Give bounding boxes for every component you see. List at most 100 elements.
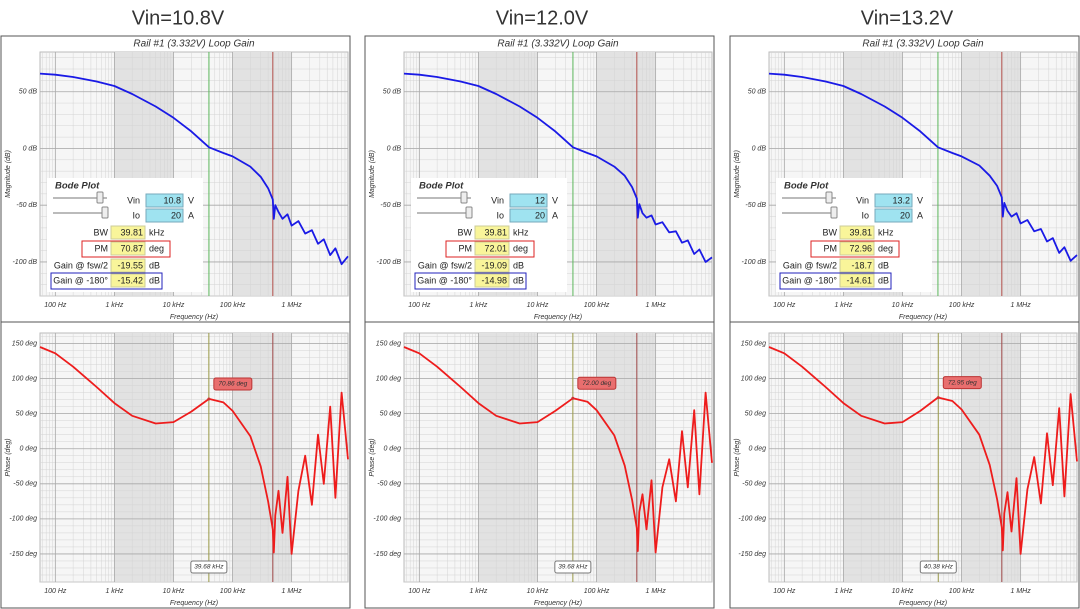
x-tick-label: 10 kHz: [163, 302, 185, 309]
result-label: BW: [94, 227, 109, 237]
x-tick-label: 100 Hz: [44, 302, 67, 309]
result-box: [839, 258, 875, 273]
input-box[interactable]: [874, 193, 913, 208]
chart-title: Rail #1 (3.332V) Loop Gain: [862, 39, 984, 50]
x-tick-label: 1 MHz: [1011, 588, 1032, 595]
curve: [403, 72, 713, 263]
decade-band: [843, 333, 903, 582]
y-tick-label: -50 deg: [13, 481, 37, 488]
y-tick-label: 100 deg: [12, 375, 37, 382]
decade-band: [961, 333, 1021, 582]
slider-knob[interactable]: [830, 206, 838, 219]
y-tick-label: -50 deg: [377, 481, 401, 488]
y-tick-label: -50 dB: [16, 202, 37, 209]
plot-area: [768, 332, 1078, 583]
highlight-box: [810, 240, 900, 258]
result-label: PM: [824, 243, 838, 253]
peak-label: 72.00 deg: [582, 380, 611, 387]
result-unit: dB: [513, 260, 524, 270]
curve: [39, 72, 349, 266]
input-box[interactable]: [874, 208, 913, 223]
result-value: -19.55: [117, 260, 143, 270]
slider-knob[interactable]: [460, 191, 468, 204]
result-label: PM: [95, 243, 109, 253]
column-heading: Vin=12.0V: [496, 7, 589, 29]
plot-area: [39, 332, 349, 583]
y-tick-label: 0 dB: [23, 145, 38, 152]
slider-knob[interactable]: [101, 206, 109, 219]
result-unit: kHz: [513, 227, 529, 237]
curve: [768, 72, 1078, 262]
y-axis-title: Magnitude (dB): [734, 150, 741, 198]
result-box: [839, 241, 875, 256]
input-box[interactable]: [509, 208, 548, 223]
x-axis-title: Frequency (Hz): [534, 600, 582, 607]
x-tick-label: 1 MHz: [646, 302, 667, 309]
result-value: 72.01: [484, 243, 507, 253]
peak-label-box: [213, 377, 253, 391]
x-tick-label: 1 kHz: [834, 588, 852, 595]
slider-knob[interactable]: [96, 191, 104, 204]
highlight-box: [50, 272, 163, 290]
decade-band: [961, 52, 1021, 296]
curve: [768, 346, 1078, 555]
slider-knob[interactable]: [825, 191, 833, 204]
y-tick-label: -150 deg: [738, 551, 766, 558]
bode-panel: Bode Plot Vin 13.2 V Io 20 A BW 39.81 kHz PM 72.96 d…: [776, 178, 932, 292]
x-tick-label: 100 kHz: [584, 302, 610, 309]
y-tick-label: 100 deg: [376, 375, 401, 382]
input-box[interactable]: [145, 208, 184, 223]
highlight-box: [414, 272, 527, 290]
y-tick-label: 50 deg: [745, 411, 767, 418]
x-tick-label: 1 kHz: [469, 588, 487, 595]
result-value: 39.81: [484, 227, 507, 237]
y-tick-label: 0 dB: [387, 145, 402, 152]
x-tick-label: 10 kHz: [892, 302, 914, 309]
result-box: [839, 225, 875, 240]
highlight-box: [81, 240, 171, 258]
result-value: -15.42: [117, 275, 143, 285]
input-value: 10.8: [163, 195, 181, 205]
peak-point: [936, 396, 940, 400]
decade-band: [232, 333, 292, 582]
y-tick-label: 0 deg: [383, 446, 401, 453]
x-tick-label: 1 kHz: [105, 588, 123, 595]
result-label: Gain @ -180°: [782, 275, 837, 285]
peak-label-box: [577, 376, 617, 390]
y-tick-label: 50 deg: [16, 411, 38, 418]
result-value: 39.81: [849, 227, 872, 237]
x-tick-label: 10 kHz: [892, 588, 914, 595]
y-tick-label: 100 deg: [741, 375, 766, 382]
bode-title: Bode Plot: [784, 181, 829, 192]
input-value: 12: [535, 195, 545, 205]
result-unit: deg: [513, 243, 528, 253]
input-box[interactable]: [509, 193, 548, 208]
y-tick-label: 50 dB: [383, 89, 402, 96]
result-unit: dB: [149, 260, 160, 270]
peak-point: [207, 397, 211, 401]
decade-band: [232, 52, 292, 296]
slider-knob[interactable]: [465, 206, 473, 219]
result-unit: dB: [878, 275, 889, 285]
x-tick-label: 1 MHz: [282, 302, 303, 309]
x-tick-label: 100 Hz: [773, 302, 796, 309]
input-label: Vin: [856, 195, 869, 205]
input-box[interactable]: [145, 193, 184, 208]
chart-title: Rail #1 (3.332V) Loop Gain: [497, 39, 619, 50]
y-tick-label: -50 dB: [745, 202, 766, 209]
result-box: [110, 258, 146, 273]
x-axis-title: Frequency (Hz): [170, 314, 218, 321]
input-unit: V: [917, 195, 923, 205]
x-axis-title: Frequency (Hz): [170, 600, 218, 607]
peak-label-box: [942, 376, 982, 390]
crossover-label: 39.68 kHz: [194, 564, 224, 571]
highlight-box: [779, 272, 892, 290]
highlight-box: [445, 240, 535, 258]
x-tick-label: 10 kHz: [527, 588, 549, 595]
x-tick-label: 1 kHz: [834, 302, 852, 309]
x-tick-label: 1 kHz: [469, 302, 487, 309]
y-tick-label: 0 deg: [748, 446, 766, 453]
input-value: 13.2: [892, 195, 910, 205]
result-value: 72.96: [849, 243, 872, 253]
result-unit: kHz: [878, 227, 894, 237]
